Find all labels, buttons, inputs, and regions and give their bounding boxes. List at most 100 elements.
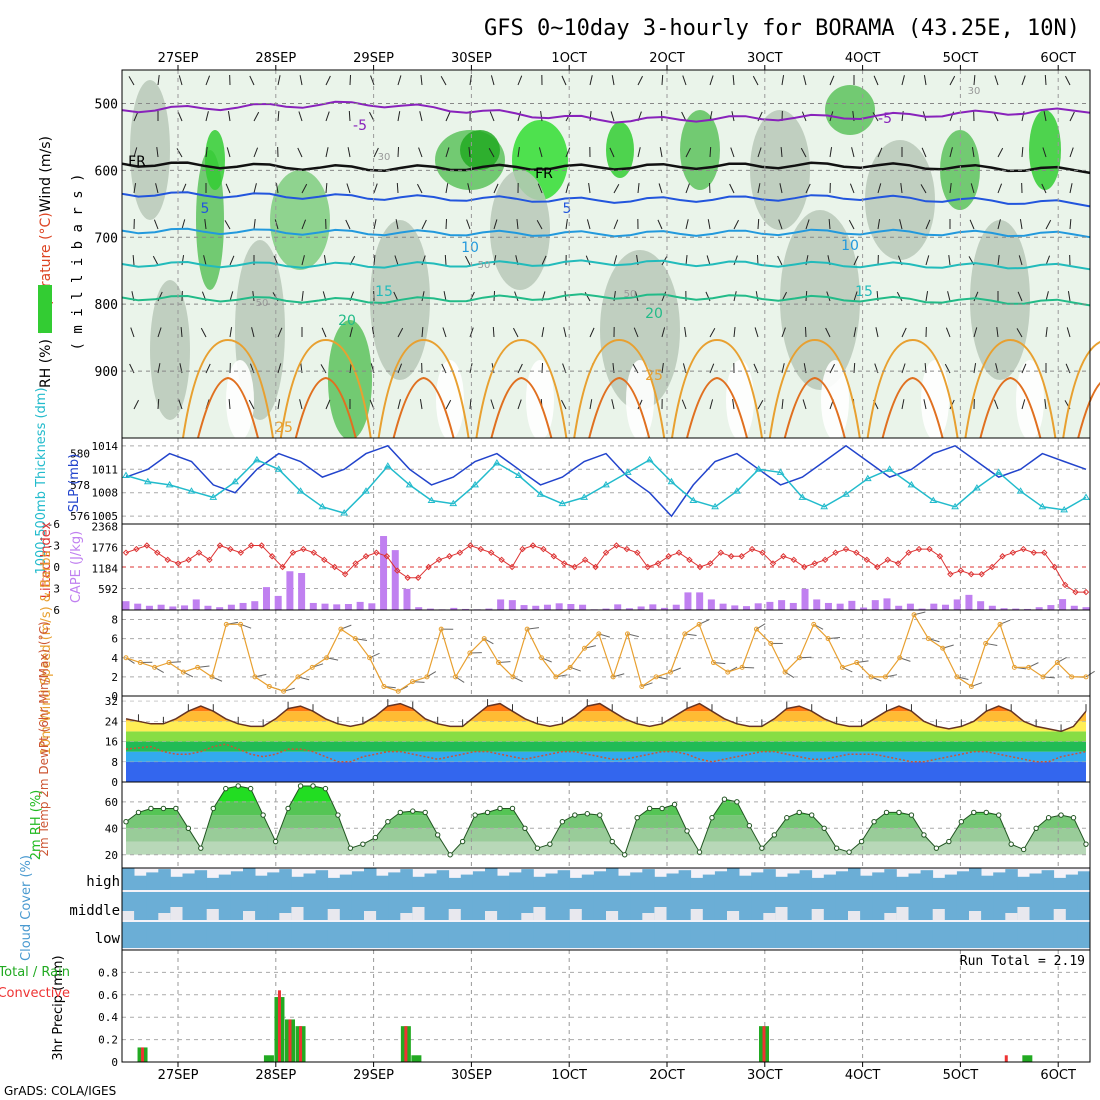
wind-point bbox=[1040, 674, 1046, 680]
lifted-point bbox=[832, 549, 839, 556]
cape-bar bbox=[543, 604, 551, 610]
wind-barb bbox=[829, 147, 833, 158]
slp-tick: 1011 bbox=[92, 463, 119, 476]
cloud-low bbox=[303, 922, 316, 948]
contour-label: 15 bbox=[855, 284, 873, 300]
li-tick: -6 bbox=[47, 518, 60, 531]
wind-barb bbox=[901, 363, 906, 374]
cape-bar bbox=[707, 599, 715, 610]
date-label-bottom: 5OCT bbox=[943, 1068, 979, 1083]
cape-bar bbox=[1082, 607, 1090, 610]
wind-barb bbox=[800, 147, 807, 158]
wind-barb bbox=[609, 147, 615, 158]
wind-barb bbox=[781, 363, 785, 374]
cloud-high bbox=[993, 872, 1006, 890]
date-label-bottom: 30SEP bbox=[451, 1068, 492, 1083]
wind-barb bbox=[589, 327, 595, 338]
wind-barb bbox=[537, 183, 543, 194]
wind-barb bbox=[277, 327, 283, 338]
cape-bar bbox=[579, 604, 587, 610]
lifted-point bbox=[821, 556, 829, 564]
wind-barb bbox=[565, 183, 570, 194]
rh-point bbox=[1070, 815, 1077, 821]
cloud-middle bbox=[1029, 892, 1042, 920]
rh-point bbox=[148, 805, 154, 812]
wind-point bbox=[624, 631, 630, 637]
wind-barb bbox=[829, 363, 835, 374]
cloud-high bbox=[1053, 877, 1067, 890]
wind-barb bbox=[517, 111, 522, 122]
cloud-middle bbox=[593, 892, 607, 920]
cape-bar bbox=[977, 601, 985, 610]
rh-point bbox=[123, 818, 129, 825]
rh-point bbox=[1083, 841, 1089, 847]
cloud-low bbox=[279, 922, 292, 948]
cape-bar bbox=[333, 604, 341, 610]
wind-barb bbox=[397, 111, 401, 122]
cloud-low bbox=[436, 922, 450, 948]
lifted-point bbox=[227, 545, 234, 553]
wind-point bbox=[453, 674, 459, 680]
rh-point bbox=[809, 812, 815, 818]
thickness-point bbox=[143, 477, 152, 485]
wind-barb bbox=[252, 291, 255, 302]
rh-point bbox=[322, 785, 329, 792]
wind-barb bbox=[517, 399, 522, 410]
wind-point bbox=[553, 674, 559, 680]
lifted-point bbox=[216, 542, 224, 549]
cloud-middle bbox=[835, 892, 849, 920]
wind-barb bbox=[733, 327, 736, 338]
wind-point bbox=[882, 674, 888, 680]
wind-barb bbox=[370, 75, 375, 86]
contour-label: -5 bbox=[878, 111, 892, 127]
wind-point bbox=[137, 660, 143, 666]
rh-point bbox=[247, 785, 254, 792]
wind-barb bbox=[394, 255, 399, 266]
wind-barb bbox=[493, 219, 498, 230]
lifted-point bbox=[884, 556, 891, 564]
isotherm-25 bbox=[964, 338, 1057, 439]
rh-point bbox=[534, 845, 541, 851]
cape-bar bbox=[262, 587, 270, 610]
cloud-layer-middle: middle bbox=[69, 903, 120, 919]
cloud-low bbox=[122, 922, 135, 948]
wind-barb bbox=[973, 74, 976, 86]
cloud-low bbox=[714, 922, 728, 948]
isotherm-25 bbox=[671, 338, 763, 439]
rh-point bbox=[185, 825, 192, 832]
rh-point bbox=[434, 832, 441, 838]
wind-barb bbox=[781, 327, 786, 338]
rh-tick: 20 bbox=[105, 849, 118, 862]
rh-point bbox=[883, 809, 890, 816]
cloud-low bbox=[170, 922, 183, 948]
series-lifted-index bbox=[125, 544, 1086, 593]
cloud-low bbox=[460, 922, 474, 948]
wind-barb bbox=[226, 147, 231, 158]
isotherm-25 bbox=[279, 338, 372, 439]
rh-point bbox=[472, 812, 478, 818]
lifted-point bbox=[769, 560, 777, 567]
lifted-point bbox=[905, 549, 912, 556]
wind-barb bbox=[802, 399, 807, 410]
precip-total-bar bbox=[1022, 1055, 1033, 1062]
lifted-point bbox=[915, 545, 923, 553]
cape-bar bbox=[298, 573, 306, 610]
cloud-middle bbox=[1041, 892, 1055, 920]
wind-barb bbox=[396, 182, 399, 194]
rh-contour-area bbox=[1029, 110, 1061, 190]
cloud-high bbox=[364, 868, 377, 890]
rh-point bbox=[347, 845, 354, 851]
cloud-high bbox=[848, 868, 861, 890]
wind-barb bbox=[925, 219, 931, 230]
thickness-point bbox=[558, 499, 567, 507]
cape-bar bbox=[801, 588, 809, 610]
lifted-point bbox=[498, 556, 505, 564]
cloud-low bbox=[327, 922, 341, 948]
precip-conv-bar bbox=[762, 1026, 766, 1062]
lifted-cape-panel: -6 -3 0 3 6 2368 1776 1184 592 Lifted Index CAPE… bbox=[39, 518, 1091, 617]
wind-barb bbox=[373, 183, 378, 194]
cape-tick: 2368 bbox=[92, 521, 119, 534]
wind-barb bbox=[613, 184, 620, 194]
precip-tick: 0.6 bbox=[98, 989, 118, 1002]
wind-barb bbox=[153, 219, 159, 230]
